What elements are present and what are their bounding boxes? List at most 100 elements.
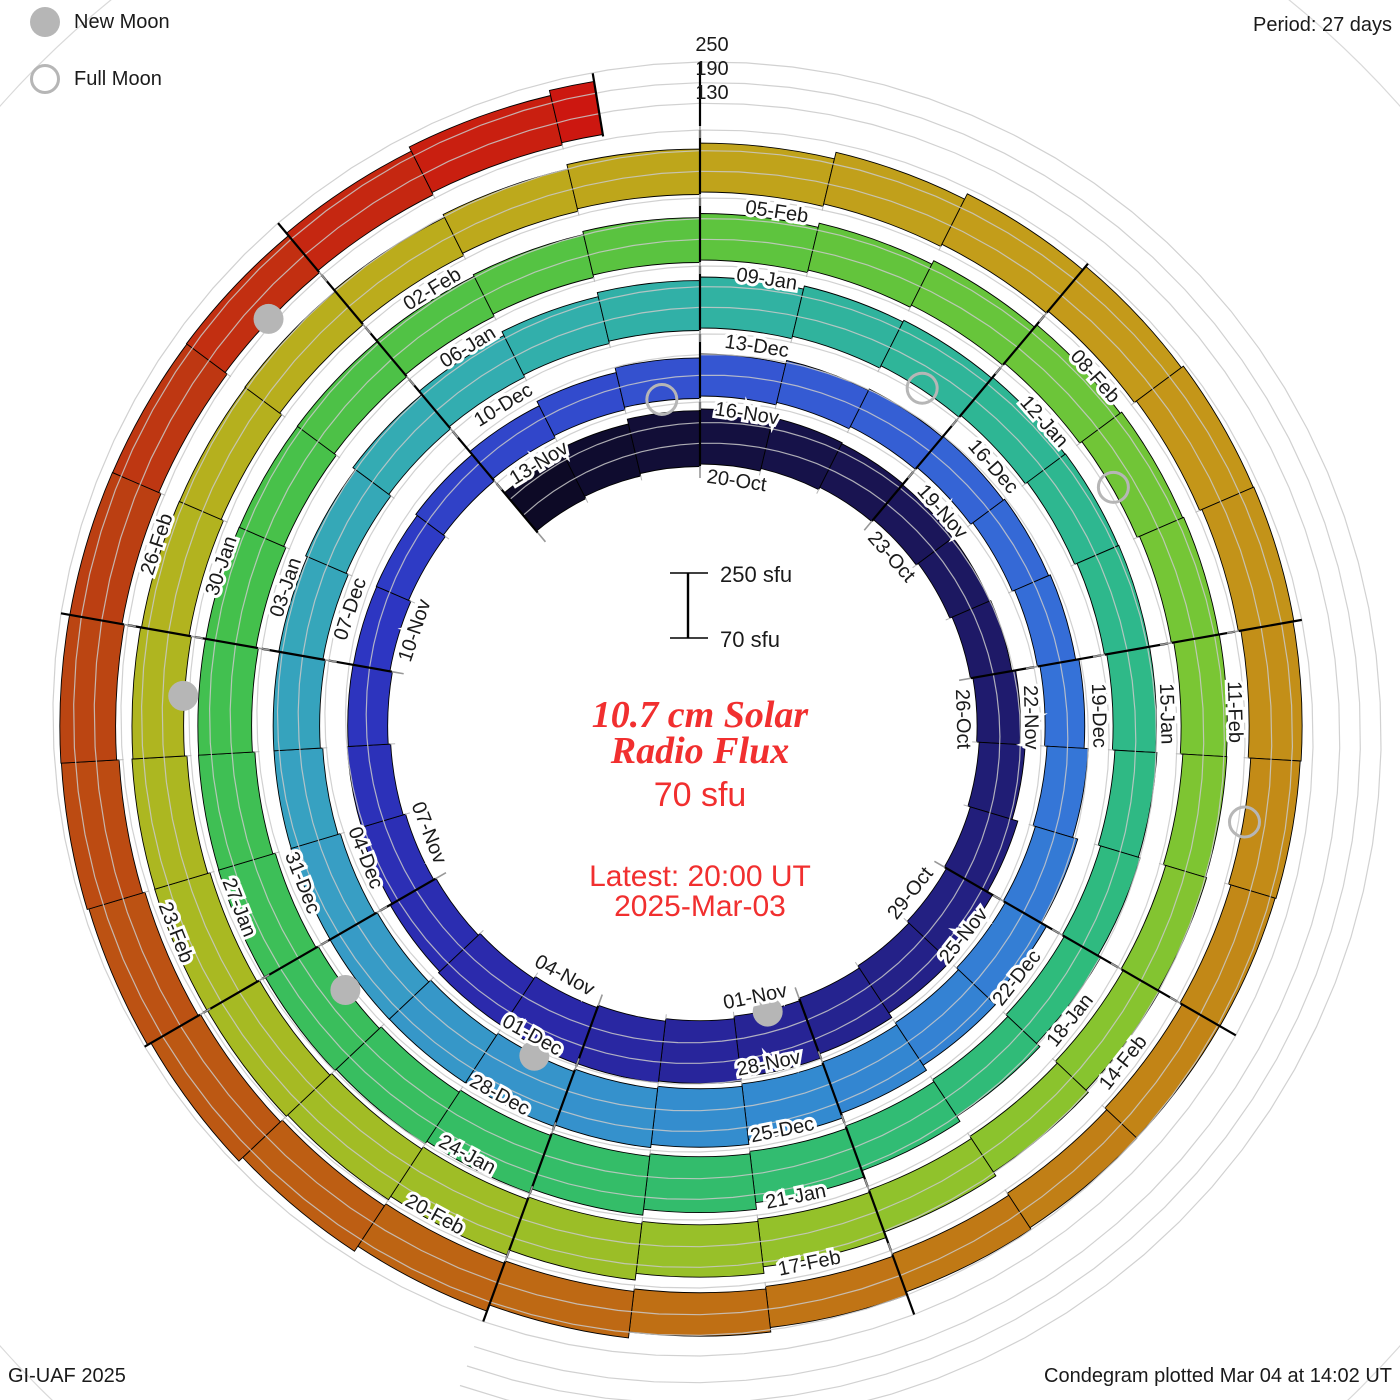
- day-tick: [209, 870, 215, 874]
- segment-separator: [127, 624, 192, 638]
- day-tick: [274, 851, 280, 854]
- segment-separator: [261, 647, 326, 661]
- day-tick: [404, 812, 411, 815]
- three-day-tick: [574, 1058, 580, 1070]
- day-tick: [756, 1214, 759, 1220]
- three-day-tick: [449, 427, 459, 439]
- day-tick: [1051, 1057, 1057, 1063]
- day-tick: [740, 1079, 743, 1085]
- day-tick: [585, 497, 589, 503]
- flux-bar: [650, 1085, 750, 1148]
- segment-separator: [1037, 654, 1102, 668]
- segment-separator: [844, 1126, 869, 1188]
- three-day-tick: [1159, 642, 1172, 646]
- three-day-tick: [1025, 665, 1039, 670]
- day-tick: [748, 1146, 751, 1152]
- day-tick: [1004, 1189, 1008, 1194]
- three-day-tick: [794, 987, 801, 999]
- segment-separator: [505, 1197, 530, 1259]
- day-tick: [339, 831, 345, 835]
- latest-end-cap: [591, 73, 605, 137]
- day-tick: [390, 495, 395, 499]
- day-tick: [1028, 823, 1034, 827]
- flux-bar: [1120, 864, 1208, 992]
- day-tick: [285, 546, 291, 550]
- day-tick: [854, 961, 859, 967]
- flux-bar: [596, 280, 701, 342]
- day-tick: [1224, 882, 1230, 885]
- segment-separator: [958, 367, 1002, 418]
- three-day-tick: [504, 1249, 510, 1262]
- day-tick: [846, 428, 850, 434]
- day-tick: [1007, 590, 1013, 594]
- day-tick: [877, 367, 881, 373]
- flux-bar: [198, 751, 274, 871]
- day-tick: [1021, 483, 1027, 487]
- radial-axis-tick-250: 250: [695, 34, 729, 56]
- segment-separator: [868, 1190, 892, 1251]
- three-day-tick: [405, 375, 415, 387]
- segment-separator: [202, 979, 260, 1014]
- day-tick: [144, 890, 150, 893]
- flux-bar: [643, 1153, 757, 1213]
- flux-bar: [437, 932, 535, 1027]
- flux-bar: [442, 168, 579, 254]
- day-tick: [1075, 442, 1081, 447]
- day-tick: [657, 1081, 659, 1087]
- day-tick: [281, 413, 286, 418]
- segment-separator: [871, 471, 914, 522]
- day-tick: [649, 1149, 652, 1155]
- day-tick: [385, 1199, 389, 1205]
- new-moon-marker: [330, 974, 361, 1005]
- segment-separator: [1120, 968, 1178, 1003]
- three-day-tick: [318, 271, 328, 282]
- segment-separator: [328, 659, 393, 673]
- segment-separator: [891, 1253, 916, 1315]
- day-tick: [912, 564, 917, 569]
- segment-separator: [551, 1069, 576, 1131]
- flux-bar: [1097, 749, 1158, 858]
- segment-separator: [144, 1013, 201, 1048]
- date-label: 26-Oct: [951, 689, 975, 750]
- three-day-tick: [1169, 996, 1181, 1005]
- flux-bar: [131, 755, 209, 890]
- day-tick: [479, 930, 484, 935]
- day-tick: [1195, 509, 1201, 513]
- flux-bar: [536, 372, 626, 437]
- flux-bar: [1061, 845, 1141, 957]
- three-day-tick: [537, 532, 547, 543]
- day-tick: [608, 343, 611, 349]
- flux-bar: [1173, 633, 1228, 758]
- day-tick: [1132, 536, 1138, 540]
- day-tick: [903, 917, 908, 923]
- three-day-tick: [1038, 312, 1048, 323]
- segment-separator: [320, 274, 364, 325]
- three-day-tick: [1226, 630, 1239, 634]
- day-tick: [641, 1216, 644, 1222]
- new-moon-marker: [253, 303, 284, 334]
- segment-separator: [1171, 630, 1236, 644]
- flux-bar: [197, 638, 259, 756]
- flux-bar: [582, 217, 701, 276]
- day-tick: [281, 1116, 286, 1121]
- flux-bar: [347, 664, 393, 747]
- day-tick: [459, 1086, 464, 1091]
- day-tick: [497, 1029, 501, 1034]
- radial-axis-tick-130: 130: [695, 82, 729, 104]
- day-tick: [758, 470, 762, 476]
- flux-bar: [658, 1018, 742, 1084]
- segment-separator: [528, 1133, 553, 1195]
- full-moon-label: Full Moon: [74, 67, 162, 90]
- period-label: Period: 27 days: [1253, 14, 1392, 36]
- day-tick: [963, 804, 969, 807]
- day-tick: [952, 964, 958, 969]
- three-day-tick: [992, 894, 1005, 903]
- flux-bar: [1162, 753, 1228, 878]
- grid-spiral: [93, 102, 1341, 1384]
- latest-date: 2025-Mar-03: [614, 890, 786, 923]
- day-tick: [493, 315, 497, 321]
- three-day-tick: [951, 416, 961, 427]
- flux-bar: [760, 417, 843, 491]
- three-day-tick: [887, 1242, 894, 1255]
- day-tick: [907, 306, 911, 312]
